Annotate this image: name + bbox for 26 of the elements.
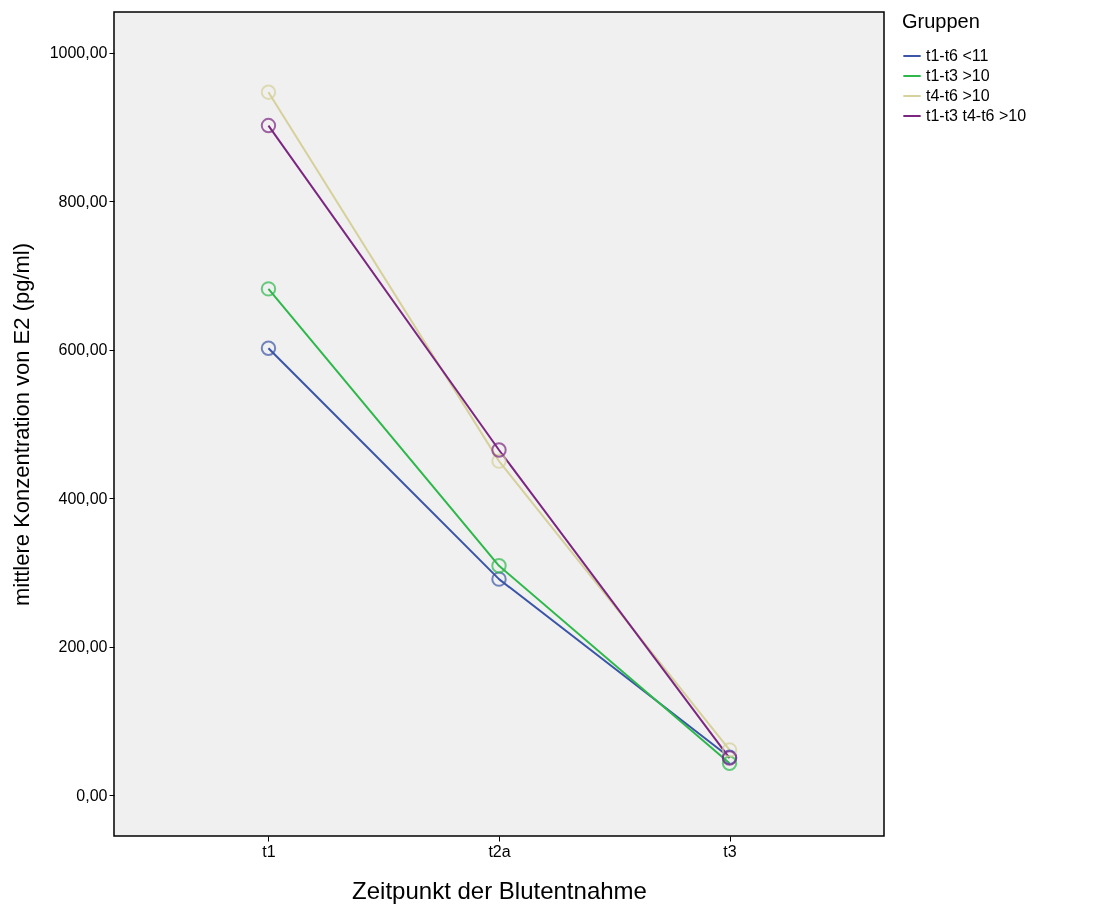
point: [491, 571, 507, 587]
point: [260, 281, 277, 297]
point: [491, 442, 507, 458]
x-axis-title: Zeitpunkt der Blutentnahme: [352, 876, 647, 904]
y-tick-label: 600,00: [58, 341, 108, 359]
point: [721, 742, 738, 758]
legend-label: t1-t6 <11: [926, 47, 989, 64]
x-tick-label: t2a: [488, 842, 511, 860]
y-tick-label: 200,00: [58, 638, 108, 656]
point: [721, 755, 738, 771]
legend-label: t1-t3 t4-t6 >10: [926, 107, 1027, 124]
x-tick-label: t1: [262, 842, 276, 860]
legend-label: t1-t3 >10: [926, 67, 990, 84]
y-tick-label: 0,00: [76, 786, 108, 804]
point: [491, 558, 507, 574]
legend-label: t4-t6 >10: [926, 87, 990, 104]
point: [260, 84, 277, 100]
legend-title: Gruppen: [902, 10, 980, 32]
point: [491, 453, 507, 469]
point: [260, 117, 277, 134]
point: [260, 340, 277, 356]
y-axis-title: mittlere Konzentration von E2 (pg/ml): [8, 242, 34, 607]
y-tick-label: 1000,00: [49, 44, 108, 62]
y-tick-label: 400,00: [58, 489, 108, 507]
y-tick-label: 800,00: [58, 192, 108, 210]
x-tick-label: t3: [723, 842, 737, 860]
